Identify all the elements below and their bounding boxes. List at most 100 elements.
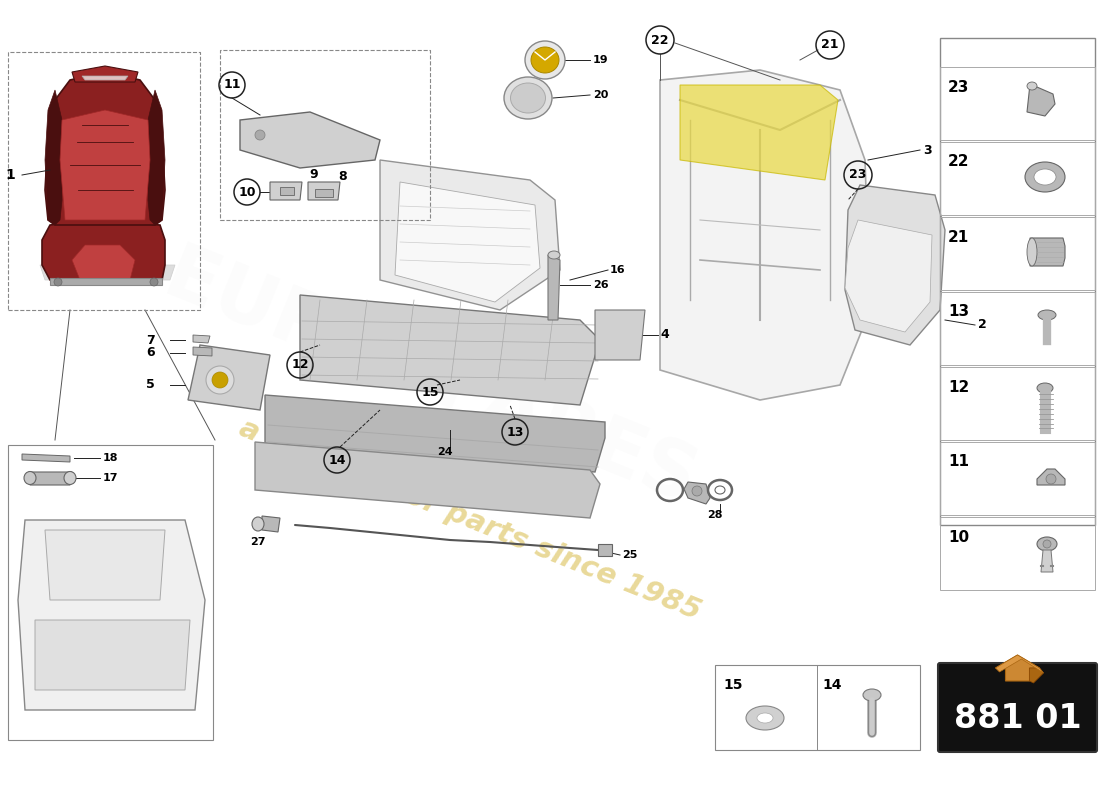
Ellipse shape bbox=[1027, 238, 1037, 266]
Ellipse shape bbox=[24, 471, 36, 485]
Polygon shape bbox=[845, 185, 945, 345]
Circle shape bbox=[1046, 474, 1056, 484]
Ellipse shape bbox=[252, 517, 264, 531]
Text: 22: 22 bbox=[948, 154, 969, 170]
Text: 18: 18 bbox=[103, 453, 119, 463]
Ellipse shape bbox=[531, 47, 559, 73]
Polygon shape bbox=[82, 76, 128, 80]
Polygon shape bbox=[684, 482, 710, 504]
FancyBboxPatch shape bbox=[938, 663, 1097, 752]
Polygon shape bbox=[18, 520, 205, 710]
Text: 25: 25 bbox=[621, 550, 637, 560]
Polygon shape bbox=[42, 220, 165, 285]
Polygon shape bbox=[50, 278, 162, 285]
Polygon shape bbox=[45, 72, 165, 225]
Text: 19: 19 bbox=[593, 55, 608, 65]
Polygon shape bbox=[188, 345, 270, 410]
Polygon shape bbox=[192, 335, 210, 343]
Ellipse shape bbox=[757, 713, 773, 723]
Ellipse shape bbox=[510, 83, 546, 113]
Text: 1: 1 bbox=[6, 168, 15, 182]
Polygon shape bbox=[1030, 238, 1065, 266]
Polygon shape bbox=[270, 182, 302, 200]
Text: a passion for parts since 1985: a passion for parts since 1985 bbox=[235, 414, 705, 626]
Polygon shape bbox=[40, 265, 175, 280]
Text: 9: 9 bbox=[310, 169, 318, 182]
Polygon shape bbox=[660, 70, 870, 400]
Text: 10: 10 bbox=[239, 186, 255, 198]
Polygon shape bbox=[845, 220, 932, 332]
Polygon shape bbox=[72, 66, 138, 82]
Bar bbox=[940, 38, 1094, 525]
Text: 11: 11 bbox=[948, 454, 969, 470]
Text: 15: 15 bbox=[421, 386, 439, 398]
Bar bbox=[940, 67, 1094, 140]
Polygon shape bbox=[45, 530, 165, 600]
Text: 17: 17 bbox=[103, 473, 119, 483]
Ellipse shape bbox=[1038, 310, 1056, 320]
Polygon shape bbox=[30, 472, 72, 485]
Text: 13: 13 bbox=[506, 426, 524, 438]
Text: EUROSPARES: EUROSPARES bbox=[153, 239, 707, 521]
Polygon shape bbox=[240, 112, 380, 168]
Polygon shape bbox=[22, 454, 70, 462]
Text: 881 01: 881 01 bbox=[954, 702, 1081, 734]
Ellipse shape bbox=[1037, 383, 1053, 393]
Text: 3: 3 bbox=[923, 143, 932, 157]
Polygon shape bbox=[1027, 84, 1055, 116]
Text: 5: 5 bbox=[146, 378, 155, 391]
Text: 7: 7 bbox=[146, 334, 155, 346]
Polygon shape bbox=[60, 110, 150, 220]
Polygon shape bbox=[996, 655, 1040, 681]
Circle shape bbox=[255, 130, 265, 140]
Bar bbox=[8, 445, 213, 740]
Text: 23: 23 bbox=[849, 169, 867, 182]
Text: 24: 24 bbox=[437, 447, 453, 457]
Ellipse shape bbox=[1037, 537, 1057, 551]
Polygon shape bbox=[379, 160, 560, 310]
Ellipse shape bbox=[504, 77, 552, 119]
Bar bbox=[940, 142, 1094, 215]
Polygon shape bbox=[72, 245, 135, 280]
Text: 4: 4 bbox=[660, 329, 669, 342]
Ellipse shape bbox=[864, 689, 881, 701]
Polygon shape bbox=[1030, 668, 1044, 683]
Polygon shape bbox=[255, 442, 600, 518]
Text: 26: 26 bbox=[593, 280, 608, 290]
Polygon shape bbox=[996, 655, 1044, 673]
Polygon shape bbox=[595, 310, 645, 360]
Bar bbox=[940, 517, 1094, 590]
Bar bbox=[940, 442, 1094, 515]
Polygon shape bbox=[300, 295, 600, 405]
Text: 13: 13 bbox=[948, 305, 969, 319]
Text: 21: 21 bbox=[822, 38, 838, 51]
Ellipse shape bbox=[548, 251, 560, 259]
Text: 15: 15 bbox=[723, 678, 743, 692]
Bar bbox=[940, 292, 1094, 365]
Text: 23: 23 bbox=[948, 79, 969, 94]
Polygon shape bbox=[680, 85, 838, 180]
Circle shape bbox=[54, 278, 62, 286]
Text: 21: 21 bbox=[948, 230, 969, 245]
Bar bbox=[940, 217, 1094, 290]
Text: 28: 28 bbox=[707, 510, 723, 520]
Ellipse shape bbox=[1025, 162, 1065, 192]
Bar bbox=[598, 544, 612, 556]
Polygon shape bbox=[148, 90, 165, 225]
Polygon shape bbox=[45, 90, 62, 225]
Text: 6: 6 bbox=[146, 346, 155, 359]
Polygon shape bbox=[1041, 550, 1053, 572]
Text: 14: 14 bbox=[822, 678, 842, 692]
Text: 16: 16 bbox=[610, 265, 626, 275]
Text: 8: 8 bbox=[339, 170, 348, 183]
Text: 12: 12 bbox=[948, 379, 969, 394]
Circle shape bbox=[692, 486, 702, 496]
Circle shape bbox=[1043, 540, 1050, 548]
Bar bbox=[715, 665, 920, 750]
Circle shape bbox=[212, 372, 228, 388]
Polygon shape bbox=[308, 182, 340, 200]
Circle shape bbox=[206, 366, 234, 394]
Ellipse shape bbox=[64, 471, 76, 485]
Circle shape bbox=[150, 278, 158, 286]
Ellipse shape bbox=[1027, 82, 1037, 90]
